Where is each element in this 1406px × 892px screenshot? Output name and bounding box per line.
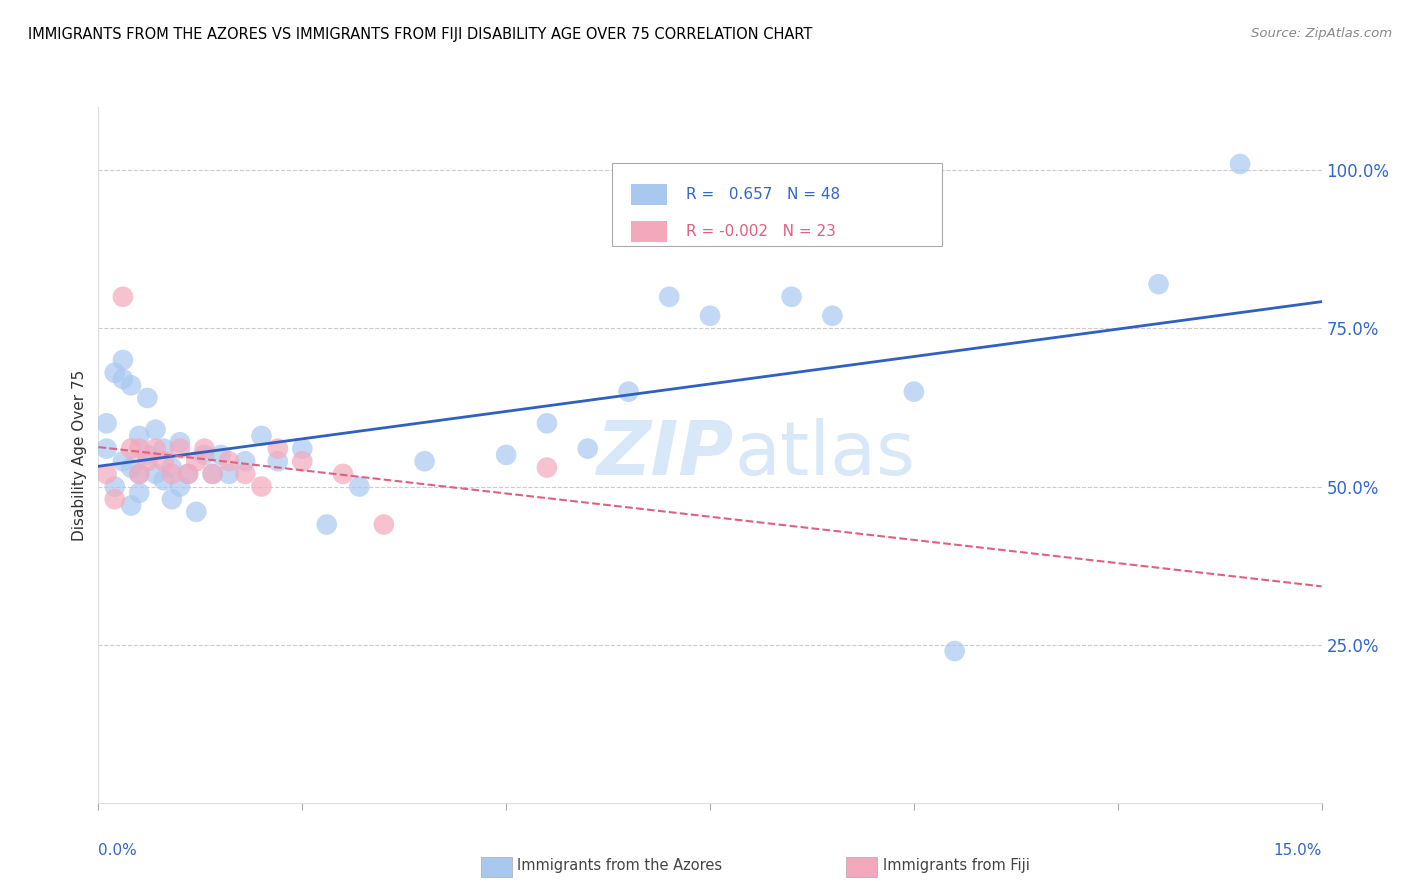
Text: R =   0.657   N = 48: R = 0.657 N = 48	[686, 187, 839, 202]
Point	[821, 309, 844, 323]
Point	[111, 290, 134, 304]
Point	[120, 442, 142, 456]
Text: ZIP: ZIP	[598, 418, 734, 491]
Point	[96, 442, 118, 456]
Point	[1147, 277, 1170, 292]
Point	[193, 442, 215, 456]
Point	[495, 448, 517, 462]
Text: atlas: atlas	[734, 418, 915, 491]
Point	[291, 454, 314, 468]
Point	[104, 492, 127, 507]
Point	[160, 492, 183, 507]
Text: 0.0%: 0.0%	[98, 843, 138, 858]
Point	[120, 460, 142, 475]
FancyBboxPatch shape	[612, 162, 942, 246]
Y-axis label: Disability Age Over 75: Disability Age Over 75	[72, 369, 87, 541]
Point	[169, 479, 191, 493]
Point	[233, 454, 256, 468]
Point	[373, 517, 395, 532]
Point	[699, 309, 721, 323]
Point	[136, 448, 159, 462]
Point	[291, 442, 314, 456]
Point	[267, 442, 290, 456]
Point	[250, 429, 273, 443]
Point	[658, 290, 681, 304]
Point	[128, 429, 150, 443]
Text: Immigrants from the Azores: Immigrants from the Azores	[517, 858, 723, 872]
Point	[136, 391, 159, 405]
Point	[250, 479, 273, 493]
Point	[1229, 157, 1251, 171]
Text: 15.0%: 15.0%	[1274, 843, 1322, 858]
Point	[160, 460, 183, 475]
Point	[780, 290, 803, 304]
Point	[413, 454, 436, 468]
Point	[145, 467, 167, 481]
Point	[267, 454, 290, 468]
Point	[128, 442, 150, 456]
Point	[145, 442, 167, 456]
Point	[536, 460, 558, 475]
Point	[193, 448, 215, 462]
Text: R = -0.002   N = 23: R = -0.002 N = 23	[686, 224, 835, 239]
Point	[576, 442, 599, 456]
Point	[218, 454, 240, 468]
Point	[111, 454, 134, 468]
Point	[128, 486, 150, 500]
Point	[903, 384, 925, 399]
Point	[332, 467, 354, 481]
Point	[186, 454, 208, 468]
Point	[617, 384, 640, 399]
Point	[104, 479, 127, 493]
Point	[136, 454, 159, 468]
Text: Immigrants from Fiji: Immigrants from Fiji	[883, 858, 1029, 872]
Text: Source: ZipAtlas.com: Source: ZipAtlas.com	[1251, 27, 1392, 40]
Point	[186, 505, 208, 519]
Point	[209, 448, 232, 462]
Point	[120, 378, 142, 392]
Point	[536, 417, 558, 431]
Point	[349, 479, 371, 493]
Point	[177, 467, 200, 481]
Point	[120, 499, 142, 513]
Point	[218, 467, 240, 481]
Point	[111, 372, 134, 386]
Point	[128, 467, 150, 481]
Point	[152, 473, 174, 487]
Point	[111, 353, 134, 368]
Point	[169, 435, 191, 450]
FancyBboxPatch shape	[630, 220, 668, 242]
Point	[104, 366, 127, 380]
Point	[233, 467, 256, 481]
Point	[943, 644, 966, 658]
Point	[315, 517, 337, 532]
Point	[128, 467, 150, 481]
Point	[201, 467, 224, 481]
Point	[152, 454, 174, 468]
Point	[177, 467, 200, 481]
Text: IMMIGRANTS FROM THE AZORES VS IMMIGRANTS FROM FIJI DISABILITY AGE OVER 75 CORREL: IMMIGRANTS FROM THE AZORES VS IMMIGRANTS…	[28, 27, 813, 42]
FancyBboxPatch shape	[630, 184, 668, 205]
Point	[145, 423, 167, 437]
Point	[152, 442, 174, 456]
Point	[96, 417, 118, 431]
Point	[201, 467, 224, 481]
Point	[96, 467, 118, 481]
Point	[160, 467, 183, 481]
Point	[169, 442, 191, 456]
